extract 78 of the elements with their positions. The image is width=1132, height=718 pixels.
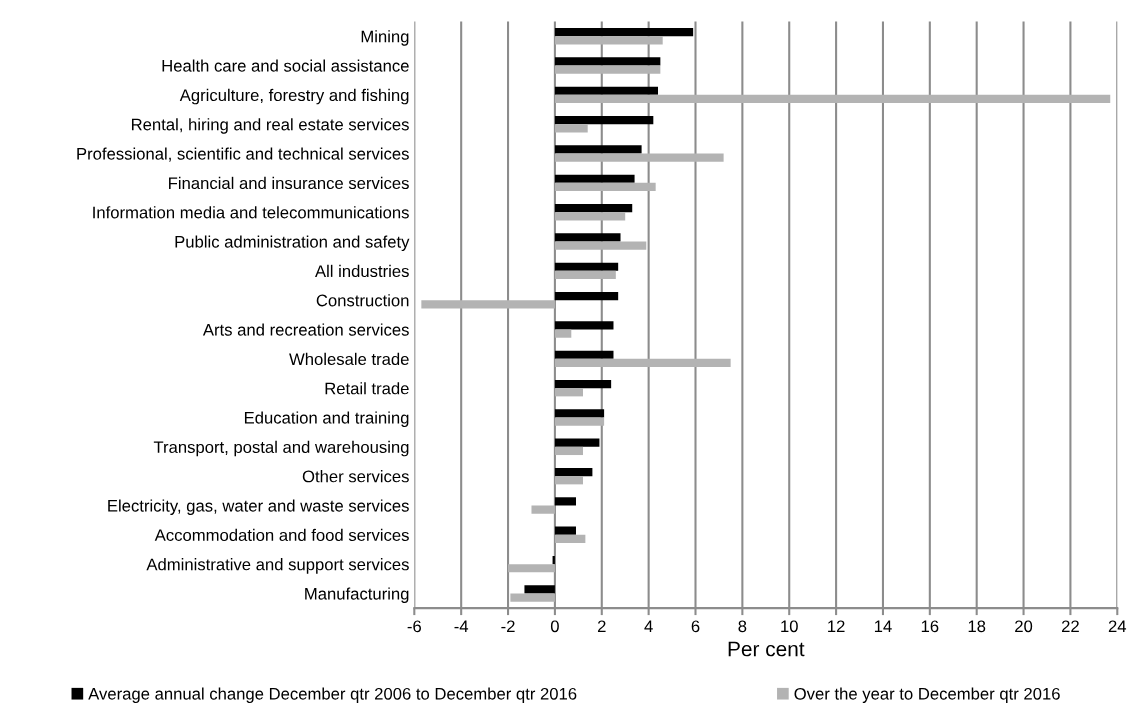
- y-tick-label: Agriculture, forestry and fishing: [179, 88, 409, 105]
- y-tick-label: Information media and telecommunications: [93, 206, 409, 219]
- bar: [421, 300, 555, 309]
- bar: [554, 270, 616, 280]
- bar: [554, 409, 605, 418]
- bar: [554, 438, 600, 447]
- x-tick-label: 22: [1061, 620, 1079, 633]
- bar: [554, 65, 661, 74]
- bar: [554, 526, 576, 535]
- bar: [554, 497, 576, 506]
- bar: [554, 379, 612, 389]
- x-tick-label: 8: [738, 620, 747, 633]
- y-tick-label: Professional, scientific and technical services: [77, 147, 409, 162]
- bar: [554, 153, 724, 162]
- x-tick-label: 4: [644, 620, 653, 633]
- x-tick-label: -2: [501, 620, 515, 633]
- y-tick-label: Administrative and support services: [146, 558, 409, 574]
- x-tick-label: 10: [781, 620, 798, 633]
- legend-label: Average annual change December qtr 2006 to December qtr 2016: [88, 687, 577, 703]
- x-tick-label: 16: [921, 620, 939, 633]
- y-tick-label: Transport, postal and warehousing: [153, 440, 409, 457]
- bar: [554, 388, 584, 397]
- bar: [510, 593, 555, 602]
- x-tick-label: 18: [968, 620, 986, 633]
- bar: [554, 174, 635, 183]
- bar: [554, 57, 661, 66]
- bar: [554, 476, 584, 485]
- bar: [554, 94, 1111, 104]
- bar: [531, 505, 555, 514]
- y-tick-label: Rental, hiring and real estate services: [131, 118, 409, 134]
- x-tick-label: -4: [454, 620, 469, 633]
- y-tick-label: Mining: [361, 30, 409, 46]
- x-tick-label: -6: [407, 620, 421, 633]
- x-axis-title: Per cent: [728, 641, 805, 657]
- y-tick-label: Electricity, gas, water and waste services: [108, 499, 409, 515]
- bar: [554, 321, 614, 330]
- y-tick-label: Other services: [302, 470, 409, 483]
- y-tick-label: All industries: [315, 264, 409, 278]
- bar: [554, 534, 586, 544]
- x-tick-label: 2: [597, 620, 606, 633]
- bar: [554, 203, 633, 213]
- x-tick-label: 12: [828, 620, 845, 633]
- bar: [554, 467, 593, 477]
- y-tick-label: Construction: [316, 294, 409, 307]
- legend-label: Over the year to December qtr 2016: [794, 687, 1060, 703]
- bar: [554, 115, 654, 125]
- bar: [554, 212, 626, 221]
- y-tick-label: Manufacturing: [305, 587, 409, 603]
- bar: [554, 291, 619, 301]
- y-tick-label: Accommodation and food services: [154, 528, 409, 542]
- bar: [554, 182, 656, 192]
- bar: [554, 233, 621, 242]
- bar: [554, 350, 614, 359]
- y-tick-label: Wholesale trade: [289, 352, 409, 366]
- x-tick-label: 20: [1015, 620, 1033, 633]
- y-tick-label: Financial and insurance services: [169, 176, 409, 190]
- bar: [554, 358, 731, 368]
- bar: [554, 241, 647, 250]
- bar: [524, 585, 555, 594]
- bar: [554, 417, 605, 426]
- bar: [508, 564, 555, 573]
- x-tick-label: 24: [1108, 620, 1127, 633]
- y-tick-label: Retail trade: [325, 382, 409, 395]
- y-tick-label: Health care and social assistance: [162, 59, 409, 72]
- y-tick-label: Arts and recreation services: [202, 323, 409, 336]
- bar: [554, 124, 588, 133]
- y-tick-label: Education and training: [244, 411, 409, 427]
- bar: [554, 145, 642, 154]
- x-tick-label: 6: [691, 620, 700, 633]
- bar: [554, 329, 572, 338]
- x-tick-label: 14: [874, 620, 892, 633]
- bar: [554, 262, 619, 271]
- x-tick-label: 0: [550, 620, 559, 633]
- bar: [554, 446, 584, 456]
- bar: [554, 27, 694, 37]
- bar: [554, 86, 659, 95]
- bar: [554, 36, 663, 45]
- y-tick-label: Public administration and safety: [175, 235, 410, 252]
